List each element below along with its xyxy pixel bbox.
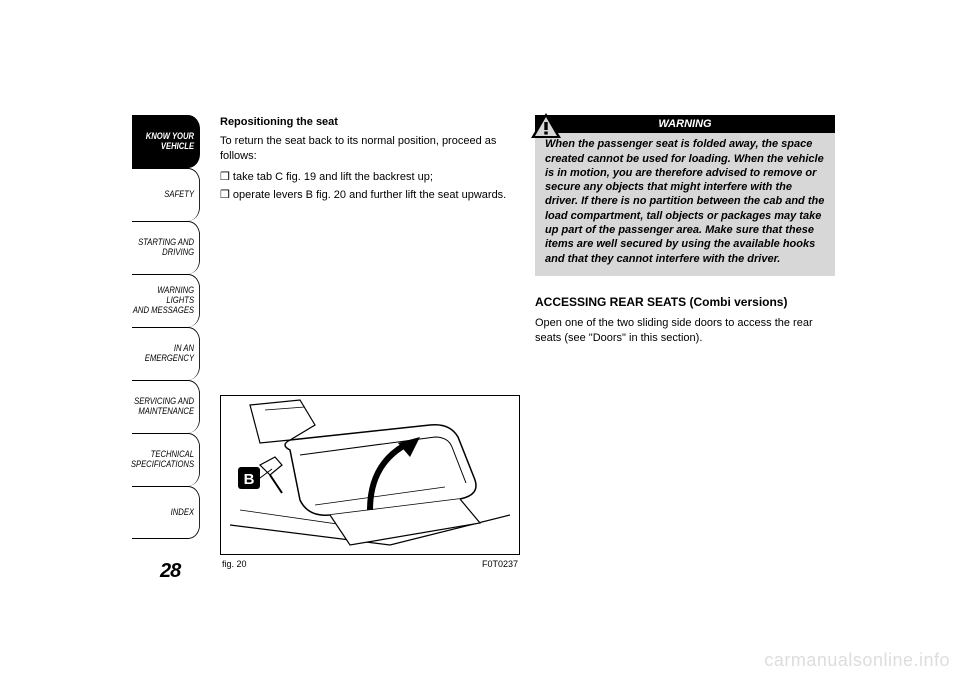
- nav-servicing[interactable]: SERVICING ANDMAINTENANCE: [132, 380, 200, 433]
- nav-index[interactable]: INDEX: [132, 486, 200, 539]
- nav-label: SAFETY: [164, 190, 194, 200]
- figure-label-b: B: [244, 471, 255, 488]
- page-number: 28: [160, 560, 180, 583]
- nav-tabs: KNOW YOURVEHICLE SAFETY STARTING ANDDRIV…: [120, 115, 200, 539]
- watermark: carmanualsonline.info: [764, 650, 950, 671]
- warning-triangle-icon: [529, 111, 563, 141]
- nav-label: SERVICING ANDMAINTENANCE: [134, 397, 194, 417]
- nav-label: TECHNICALSPECIFICATIONS: [131, 450, 194, 470]
- warning-title: WARNING: [658, 118, 711, 130]
- nav-warning-lights[interactable]: WARNING LIGHTSAND MESSAGES: [132, 274, 200, 327]
- figure-20: B fig. 20 F0T0237: [220, 395, 520, 569]
- nav-safety[interactable]: SAFETY: [132, 168, 200, 221]
- nav-label: STARTING ANDDRIVING: [138, 238, 194, 258]
- figure-caption-right: F0T0237: [482, 559, 518, 569]
- accessing-rear-seats-title: ACCESSING REAR SEATS (Combi versions): [535, 294, 835, 310]
- accessing-rear-seats-body: Open one of the two sliding side doors t…: [535, 316, 835, 346]
- nav-label: INDEX: [171, 508, 194, 518]
- section-heading: Repositioning the seat: [220, 115, 520, 130]
- nav-label: IN AN EMERGENCY: [132, 344, 194, 364]
- figure-caption-left: fig. 20: [222, 559, 247, 569]
- warning-body: When the passenger seat is folded away, …: [545, 137, 825, 266]
- nav-label: WARNING LIGHTSAND MESSAGES: [132, 286, 194, 316]
- seat-illustration: B: [220, 395, 520, 555]
- nav-know-your-vehicle[interactable]: KNOW YOURVEHICLE: [132, 115, 200, 168]
- nav-tech-specs[interactable]: TECHNICALSPECIFICATIONS: [132, 433, 200, 486]
- warning-title-bar: WARNING: [535, 115, 835, 133]
- right-column: WARNING When the passenger seat is folde…: [535, 115, 835, 352]
- nav-starting-driving[interactable]: STARTING ANDDRIVING: [132, 221, 200, 274]
- bullet-item: take tab C fig. 19 and lift the backrest…: [220, 170, 520, 185]
- nav-emergency[interactable]: IN AN EMERGENCY: [132, 327, 200, 380]
- left-column: Repositioning the seat To return the sea…: [220, 115, 520, 207]
- warning-box: WARNING When the passenger seat is folde…: [535, 115, 835, 276]
- bullet-item: operate levers B fig. 20 and further lif…: [220, 188, 520, 203]
- intro-paragraph: To return the seat back to its normal po…: [220, 134, 520, 164]
- nav-label: KNOW YOURVEHICLE: [146, 132, 194, 152]
